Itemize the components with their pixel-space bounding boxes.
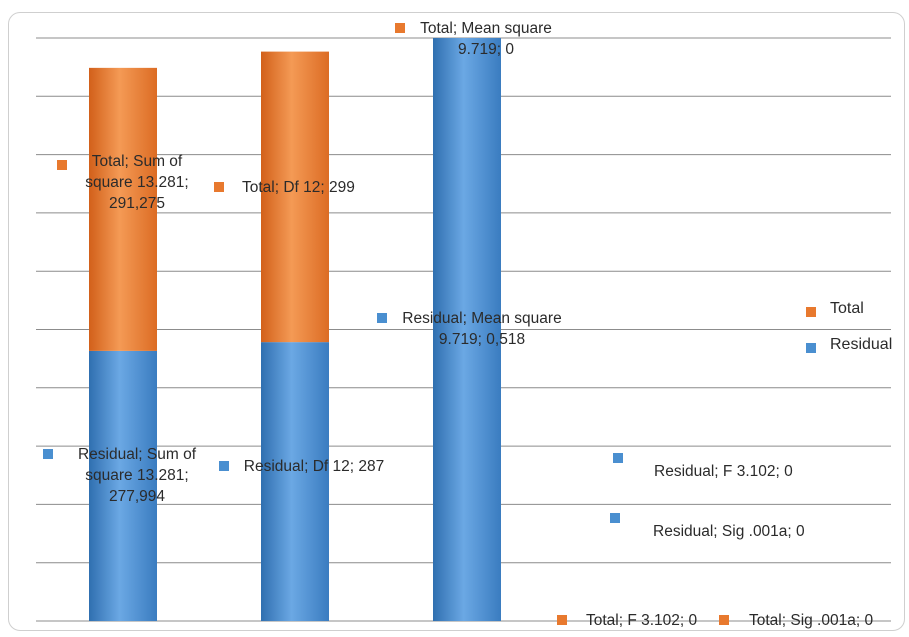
data-label-residual-f: Residual; F 3.102; 0	[654, 463, 793, 480]
total-df-marker	[214, 182, 224, 192]
data-label-residual-sig: Residual; Sig .001a; 0	[653, 523, 805, 540]
bar-residual-2	[433, 38, 501, 621]
bars	[89, 38, 501, 621]
bar-residual-0	[89, 350, 157, 621]
legend-swatch-total	[806, 307, 816, 317]
data-label-residual-df: Residual; Df 12; 287	[243, 458, 385, 475]
residual-mean-marker	[377, 313, 387, 323]
total-f-marker	[557, 615, 567, 625]
bar-total-0	[89, 67, 157, 351]
residual-sig-marker	[610, 513, 620, 523]
plot-area	[36, 37, 891, 622]
data-label-total-sum: Total; Sum of square 13.281; 291,275	[85, 153, 189, 212]
data-label-residual-sum: Residual; Sum of square 13.281; 277,994	[77, 446, 197, 505]
chart-area: Total; Sum of square 13.281; 291,275 Tot…	[8, 12, 905, 631]
legend-swatch-residual	[806, 343, 816, 353]
total-sum-marker	[57, 160, 67, 170]
total-sig-marker	[719, 615, 729, 625]
total-mean-marker	[395, 23, 405, 33]
bar-residual-1	[261, 342, 329, 621]
data-label-total-sig: Total; Sig .001a; 0	[749, 612, 874, 629]
data-label-total-f: Total; F 3.102; 0	[586, 612, 698, 629]
legend-label-total: Total	[830, 300, 864, 317]
residual-f-marker	[613, 453, 623, 463]
residual-df-marker	[219, 461, 229, 471]
data-label-residual-mean: Residual; Mean square 9.719; 0,518	[402, 310, 562, 348]
data-label-total-mean: Total; Mean square 9.719; 0	[420, 20, 552, 58]
residual-sum-marker	[43, 449, 53, 459]
data-label-total-df: Total; Df 12; 299	[242, 179, 355, 196]
bar-total-1	[261, 51, 329, 343]
legend-label-residual: Residual	[830, 336, 893, 353]
